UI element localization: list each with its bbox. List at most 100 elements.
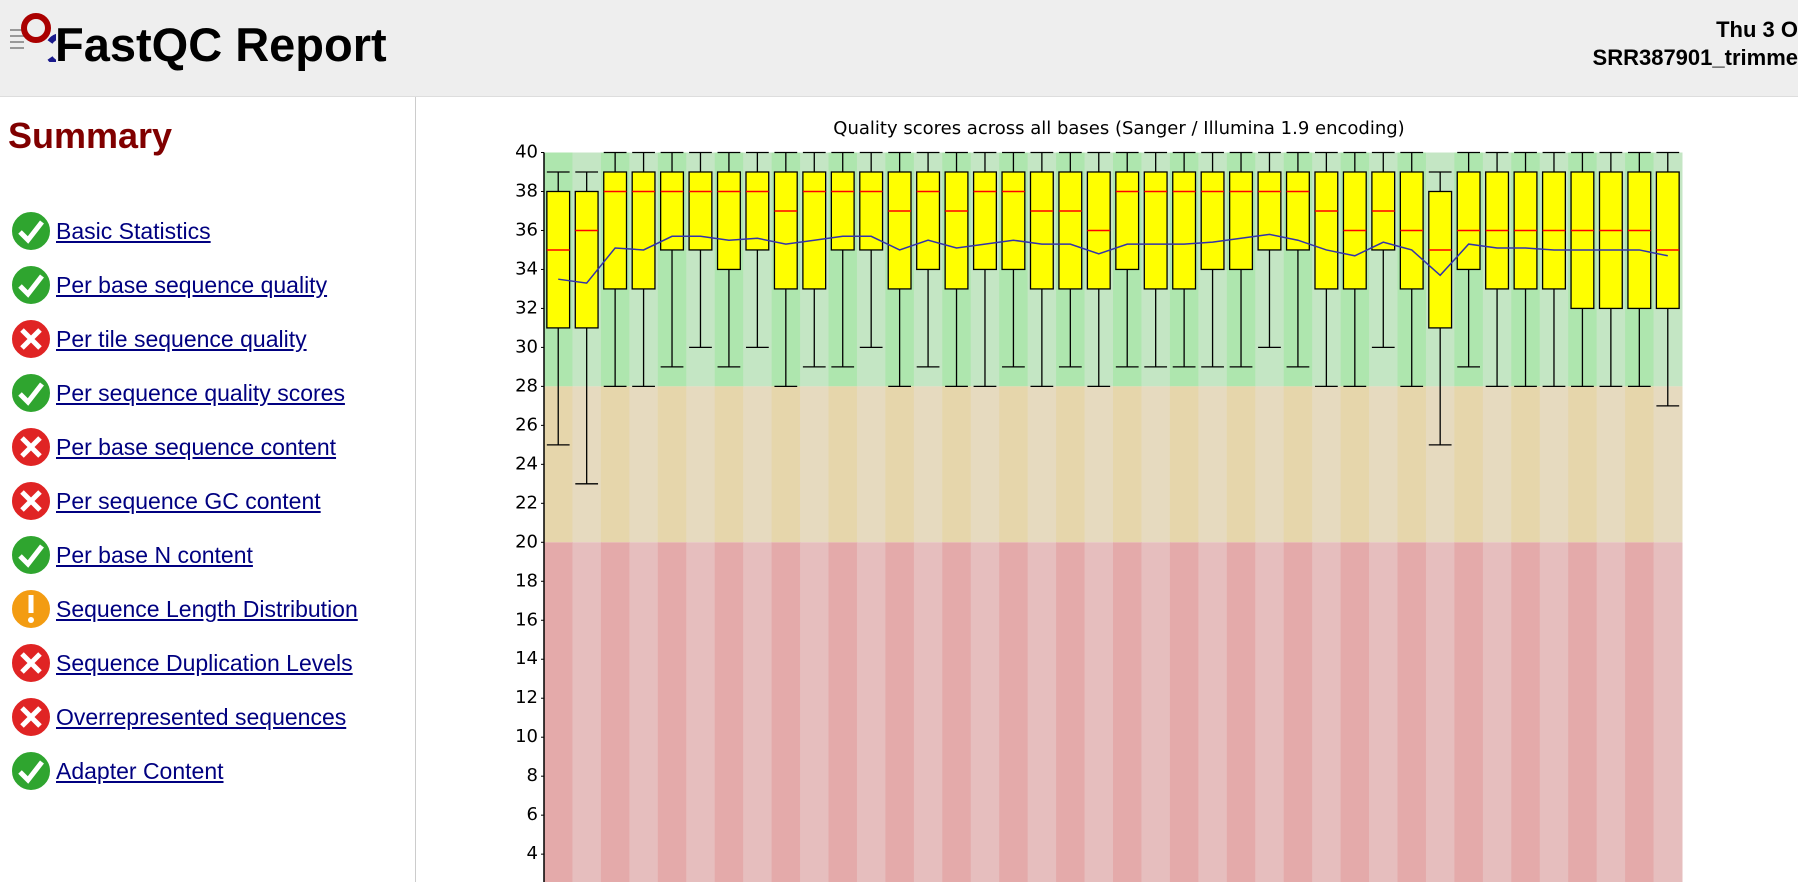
zone-band: [1084, 542, 1114, 882]
module-link[interactable]: Per tile sequence quality: [56, 325, 307, 352]
zone-band: [1226, 386, 1256, 543]
icon-check: [18, 274, 44, 298]
module-link[interactable]: Per base sequence quality: [56, 271, 328, 298]
box: [1428, 190, 1453, 329]
box: [1058, 171, 1083, 290]
y-tick-label: 34: [515, 258, 538, 279]
zone-band: [1653, 386, 1683, 543]
zone-band: [1027, 386, 1057, 543]
box: [603, 171, 628, 290]
sidebar: Summary Basic Statistics Per base sequenc…: [0, 97, 416, 882]
zone-band: [1226, 152, 1256, 387]
y-tick-label: 18: [515, 570, 538, 591]
box: [1200, 171, 1225, 271]
zone-band: [771, 386, 801, 543]
y-tick-label: 10: [515, 726, 538, 747]
zone-band: [657, 152, 687, 387]
zone-band: [1169, 152, 1199, 387]
report-title: FastQC Report: [55, 18, 387, 71]
zone-band: [856, 542, 886, 882]
zone-band: [1425, 386, 1455, 543]
status-icon: [10, 264, 52, 306]
zone-band: [1539, 542, 1569, 882]
module-link[interactable]: Sequence Duplication Levels: [56, 649, 353, 676]
zone-band: [544, 542, 573, 882]
header-info: Thu 3 O SRR387901_trimme: [1593, 16, 1798, 72]
zone-band: [1027, 152, 1057, 387]
y-tick-label: 8: [527, 765, 538, 786]
module-link[interactable]: Sequence Length Distribution: [56, 595, 358, 622]
box: [916, 171, 941, 271]
icon-cross: [20, 652, 42, 674]
zone-band: [828, 542, 858, 882]
box: [1513, 171, 1538, 290]
box: [1029, 171, 1054, 290]
y-tick-label: 32: [515, 297, 538, 318]
icon-check: [18, 544, 44, 568]
icon-circle: [10, 372, 52, 414]
zone-band: [800, 542, 829, 882]
zone-band: [1596, 386, 1626, 543]
zone-band: [714, 386, 744, 543]
y-tick-label: 22: [515, 492, 538, 513]
module-link[interactable]: Overrepresented sequences: [56, 703, 347, 730]
y-tick-label: 36: [515, 219, 538, 240]
module-link[interactable]: Basic Statistics: [56, 217, 211, 244]
zone-band: [1625, 152, 1655, 387]
icon-cross: [20, 706, 42, 728]
zone-band: [970, 386, 1000, 543]
zone-band: [1511, 542, 1541, 882]
zone-band: [1056, 152, 1086, 387]
zone-band: [771, 152, 801, 387]
zone-band: [1113, 386, 1142, 543]
zone-band: [1511, 386, 1541, 543]
module-row: Per base N content: [9, 533, 253, 577]
zone-band: [1539, 386, 1569, 543]
zone-band: [771, 542, 801, 882]
module-link[interactable]: Per sequence GC content: [56, 487, 321, 514]
zone-band: [1482, 152, 1512, 387]
module-link[interactable]: Per base sequence content: [56, 433, 337, 460]
module-link[interactable]: Adapter Content: [56, 757, 224, 784]
zone-band: [686, 386, 716, 543]
status-icon: [10, 210, 52, 252]
y-tick-label: 40: [515, 142, 538, 163]
zone-band: [885, 542, 915, 882]
zone-band: [942, 152, 972, 387]
zone-band: [1369, 152, 1398, 387]
module-link[interactable]: Per base N content: [56, 541, 253, 568]
zone-band: [942, 386, 972, 543]
zone-band: [1596, 152, 1626, 387]
zone-band: [1198, 542, 1228, 882]
box: [802, 171, 827, 290]
zone-band: [1283, 386, 1313, 543]
module-row: Per tile sequence quality: [9, 317, 307, 361]
box: [944, 171, 969, 290]
zone-band: [1255, 542, 1285, 882]
zone-band: [885, 386, 915, 543]
zone-band: [1425, 542, 1455, 882]
module-row: Sequence Length Distribution: [9, 587, 358, 631]
box: [1314, 171, 1339, 290]
zone-band: [544, 386, 573, 543]
zone-band: [1568, 542, 1598, 882]
zone-band: [657, 542, 687, 882]
module-link[interactable]: Per sequence quality scores: [56, 379, 345, 406]
status-icon: [10, 480, 52, 522]
box: [1570, 171, 1595, 310]
zone-band: [913, 542, 943, 882]
zone-band: [1226, 542, 1256, 882]
icon-cross: [20, 328, 42, 350]
zone-band: [1653, 542, 1683, 882]
box: [1399, 171, 1424, 290]
box: [972, 171, 998, 271]
box: [631, 171, 656, 290]
icon-circle: [10, 210, 52, 252]
zone-band: [942, 542, 972, 882]
status-icon: [10, 750, 52, 792]
zone-band: [1283, 542, 1313, 882]
file-name: SRR387901_trimme: [1592, 45, 1798, 70]
status-icon: [10, 534, 52, 576]
zone-band: [1169, 542, 1199, 882]
status-icon: [10, 372, 52, 414]
